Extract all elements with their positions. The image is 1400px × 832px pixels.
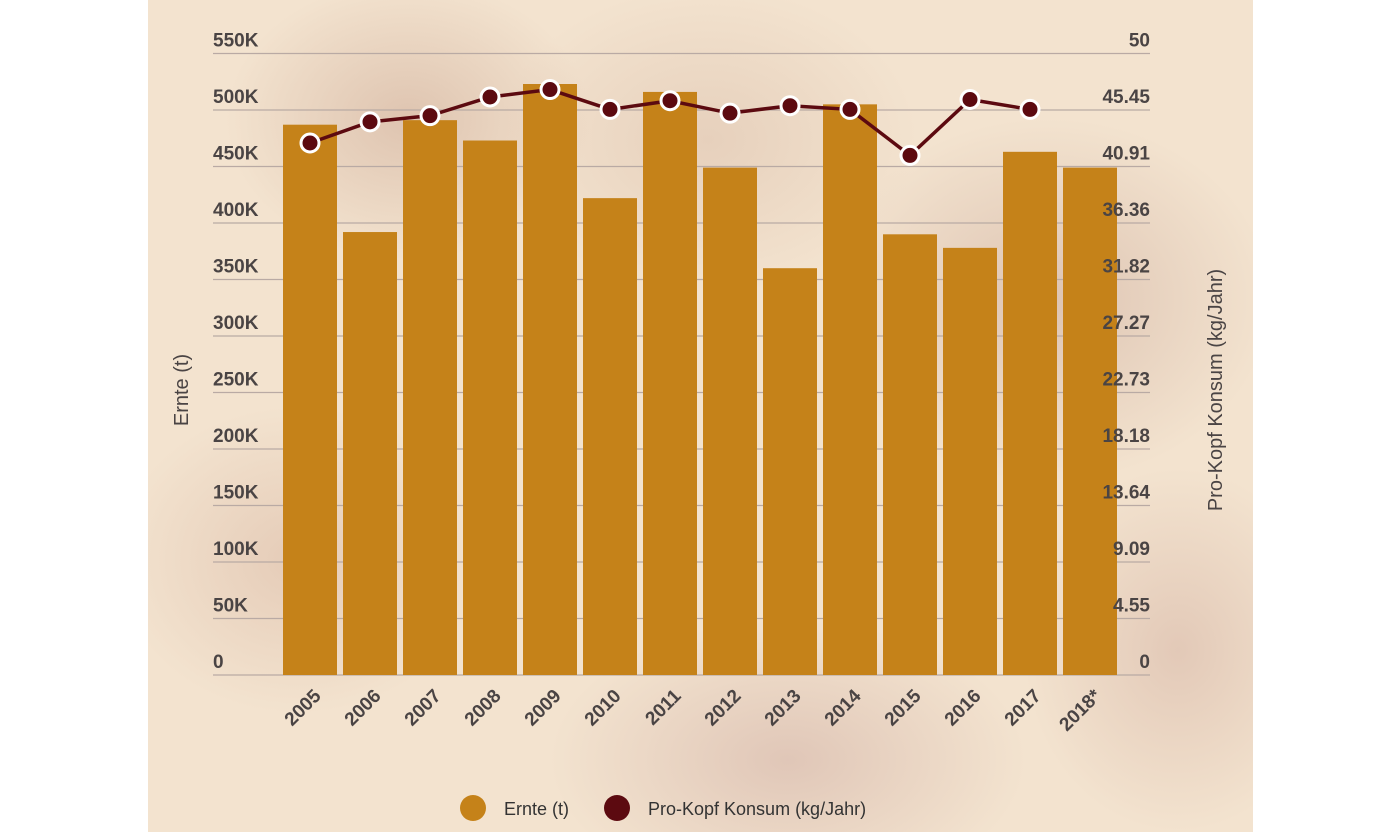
y-tick-label: 0 [213,652,224,673]
point-konsum-2010 [599,98,621,120]
x-tick-label: 2010 [581,686,626,731]
point-konsum-2014 [839,98,861,120]
x-tick-label: 2005 [281,685,326,730]
y2-tick-label: 9.09 [1113,539,1150,560]
x-tick-label: 2017 [1001,686,1046,731]
y-tick-label: 400K [213,200,259,221]
y2-tick-label: 13.64 [1102,483,1150,504]
point-konsum-2012 [719,102,741,124]
point-konsum-2009 [539,79,561,101]
point-konsum-2017 [1019,98,1041,120]
x-tick-label: 2014 [821,685,866,730]
bar-ernte-2015 [883,234,937,676]
y-tick-label: 150K [213,483,259,504]
y2-tick-label: 18.18 [1102,426,1150,447]
y2-tick-label: 45.45 [1102,87,1150,108]
bar-ernte-2008 [463,140,517,675]
x-tick-label: 2008 [461,686,506,731]
legend-marker-ernte [460,795,486,821]
y-tick-label: 250K [213,370,259,391]
point-konsum-2013 [779,95,801,117]
point-konsum-2008 [479,86,501,108]
x-tick-label: 2006 [341,686,386,731]
legend-label-ernte: Ernte (t) [504,799,569,819]
bar-ernte-2012 [703,167,757,675]
legend-marker-konsum [604,795,630,821]
y2-tick-label: 4.55 [1113,596,1150,617]
y-axis-title: Ernte (t) [171,354,193,426]
bar-ernte-2005 [283,124,337,675]
x-tick-label: 2013 [761,686,806,731]
point-konsum-2015 [899,144,921,166]
point-konsum-2007 [419,105,441,127]
bar-ernte-2009 [523,84,577,675]
y2-tick-label: 22.73 [1102,370,1150,391]
bar-ernte-2006 [343,232,397,676]
legend-label-konsum: Pro-Kopf Konsum (kg/Jahr) [648,799,866,819]
x-tick-label: 2007 [401,686,446,731]
y2-tick-label: 0 [1139,652,1150,673]
y-tick-label: 350K [213,257,259,278]
y-tick-label: 500K [213,87,259,108]
x-tick-label: 2012 [701,686,746,731]
y2-axis-title: Pro-Kopf Konsum (kg/Jahr) [1205,269,1227,511]
x-tick-label: 2015 [881,685,926,730]
point-konsum-2005 [299,132,321,154]
bar-ernte-2013 [763,268,817,675]
y-tick-label: 100K [213,539,259,560]
y2-tick-label: 27.27 [1102,313,1150,334]
y-tick-label: 200K [213,426,259,447]
x-tick-label: 2018* [1056,685,1106,735]
x-tick-label: 2016 [941,686,986,731]
y-tick-label: 50K [213,596,248,617]
bar-ernte-2018* [1063,167,1117,675]
bar-ernte-2011 [643,91,697,676]
x-tick-label: 2009 [521,686,566,731]
y-tick-label: 300K [213,313,259,334]
bar-ernte-2007 [403,120,457,676]
bar-ernte-2010 [583,198,637,675]
y2-tick-label: 50 [1129,31,1150,52]
point-konsum-2011 [659,90,681,112]
point-konsum-2006 [359,111,381,133]
y-tick-label: 450K [213,144,259,165]
legend: Ernte (t) Pro-Kopf Konsum (kg/Jahr) [460,795,866,821]
y2-tick-label: 40.91 [1102,144,1150,165]
y2-tick-label: 36.36 [1102,200,1150,221]
y2-tick-label: 31.82 [1102,257,1150,278]
bar-ernte-2014 [823,104,877,676]
point-konsum-2016 [959,88,981,110]
bar-ernte-2016 [943,247,997,676]
x-tick-label: 2011 [642,685,686,729]
bar-ernte-2017 [1003,151,1057,675]
y-tick-label: 550K [213,31,259,52]
